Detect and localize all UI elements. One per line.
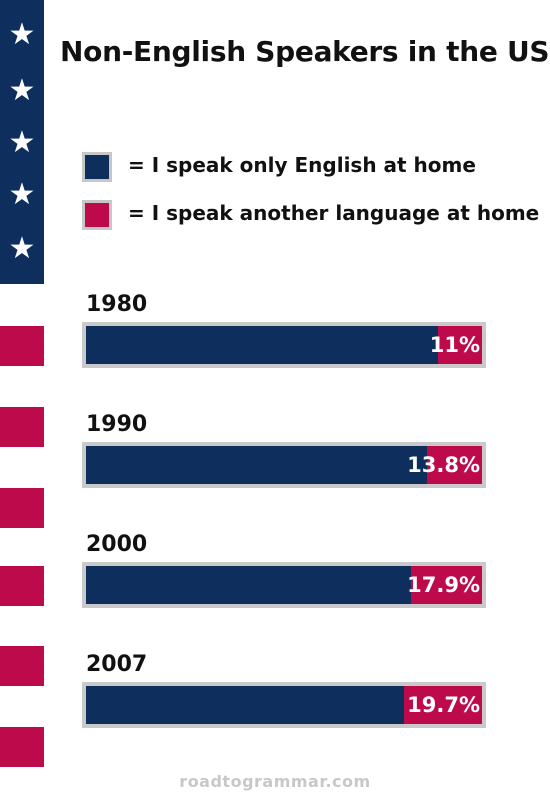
bar-value-label: 11%	[429, 333, 480, 357]
year-label: 1990	[86, 412, 148, 437]
year-label: 2000	[86, 532, 148, 557]
star-icon: ★	[8, 73, 36, 108]
bar-other-language: 17.9%	[86, 566, 482, 604]
flag-stripe	[0, 646, 44, 686]
star-icon: ★	[8, 231, 36, 266]
bar-english-only	[86, 326, 438, 364]
flag-stripe	[0, 566, 44, 606]
legend-label-other-language: = I speak another language at home	[128, 201, 540, 225]
bar-value-label: 13.8%	[407, 453, 480, 477]
legend-item-english: = I speak only English at home	[82, 150, 532, 184]
bar-frame: 19.7%	[82, 682, 486, 728]
flag-stripe	[0, 727, 44, 767]
bar-frame: 17.9%	[82, 562, 486, 608]
bar-english-only	[86, 446, 427, 484]
star-icon: ★	[8, 125, 36, 160]
site-credit: roadtogrammar.com	[179, 772, 371, 791]
legend-swatch-english	[82, 152, 112, 182]
bar-value-label: 19.7%	[407, 693, 480, 717]
year-label: 1980	[86, 292, 148, 317]
legend-swatch-other-language	[82, 200, 112, 230]
star-icon: ★	[8, 177, 36, 212]
flag-stripe	[0, 326, 44, 366]
year-label: 2007	[86, 652, 148, 677]
flag-stripe	[0, 488, 44, 528]
bar-value-label: 17.9%	[407, 573, 480, 597]
bar-frame: 11%	[82, 322, 486, 368]
star-icon: ★	[8, 17, 36, 52]
flag-stripe	[0, 407, 44, 447]
bar-english-only	[86, 686, 404, 724]
bar-english-only	[86, 566, 411, 604]
bar-frame: 13.8%	[82, 442, 486, 488]
bar-other-language: 11%	[86, 326, 482, 364]
legend-label-english: = I speak only English at home	[128, 153, 476, 177]
bar-other-language: 13.8%	[86, 446, 482, 484]
legend-item-other-language: = I speak another language at home	[82, 198, 539, 232]
chart-title: Non-English Speakers in the US	[60, 35, 550, 68]
flag-stars-panel: ★ ★ ★ ★ ★	[0, 0, 44, 284]
bar-other-language: 19.7%	[86, 686, 482, 724]
